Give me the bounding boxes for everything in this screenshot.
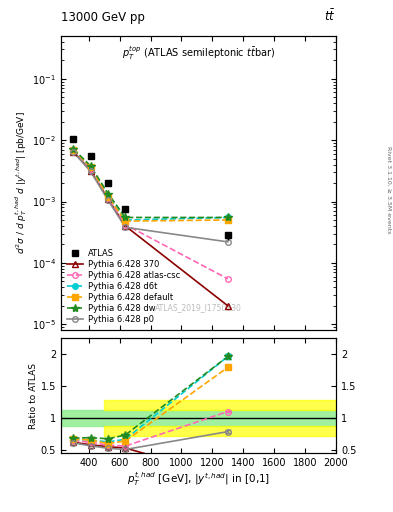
Text: 13000 GeV pp: 13000 GeV pp xyxy=(61,11,145,24)
Text: ATLAS_2019_I1750330: ATLAS_2019_I1750330 xyxy=(155,304,242,312)
Text: $p_T^{top}$ (ATLAS semileptonic $t\bar{t}$bar): $p_T^{top}$ (ATLAS semileptonic $t\bar{t… xyxy=(122,45,275,62)
X-axis label: $p_T^{t,had}$ [GeV], $|y^{t,had}|$ in [0,1]: $p_T^{t,had}$ [GeV], $|y^{t,had}|$ in [0… xyxy=(127,471,270,488)
Legend: ATLAS, Pythia 6.428 370, Pythia 6.428 atlas-csc, Pythia 6.428 d6t, Pythia 6.428 : ATLAS, Pythia 6.428 370, Pythia 6.428 at… xyxy=(65,247,182,326)
Y-axis label: Ratio to ATLAS: Ratio to ATLAS xyxy=(29,362,38,429)
Y-axis label: $d^2\sigma$ / $d$ $p_T^{t,had}$ $d$ $|y^{t,had}|$ [pb/GeV]: $d^2\sigma$ / $d$ $p_T^{t,had}$ $d$ $|y^… xyxy=(13,112,29,254)
Text: Rivet 3.1.10, ≥ 3.5M events: Rivet 3.1.10, ≥ 3.5M events xyxy=(386,146,391,233)
Text: $t\bar{t}$: $t\bar{t}$ xyxy=(325,9,336,24)
